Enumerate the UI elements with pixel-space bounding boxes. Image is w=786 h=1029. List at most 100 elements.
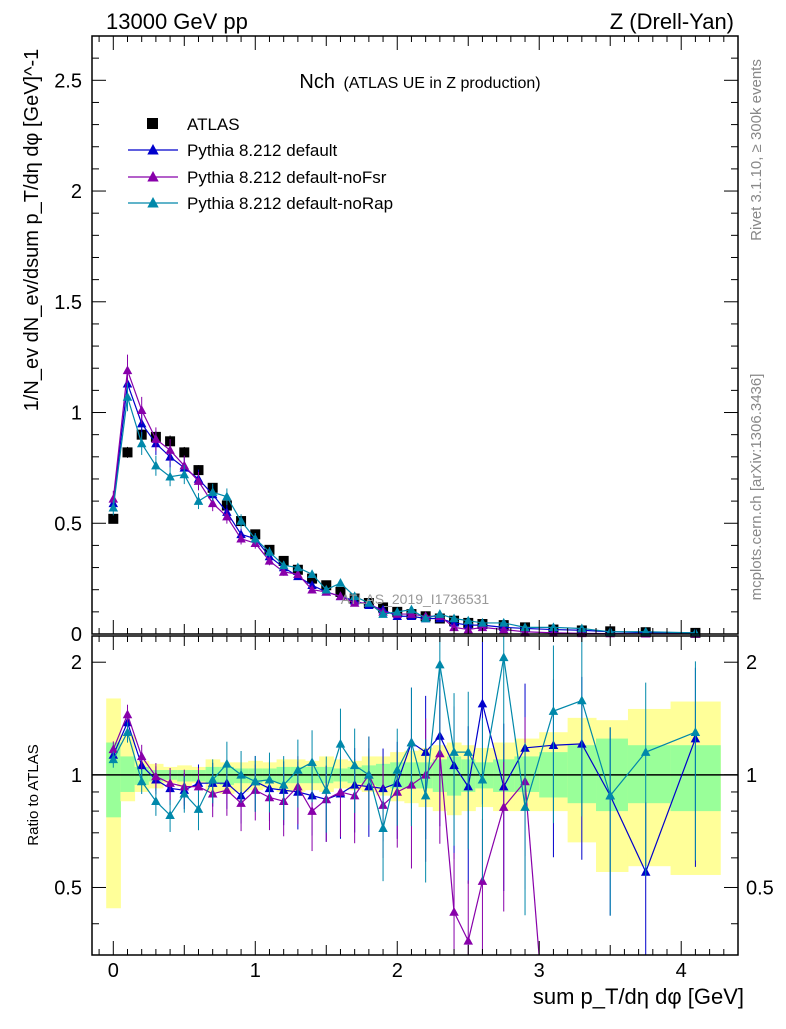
legend-label: Pythia 8.212 default-noFsr (187, 168, 387, 187)
legend: ATLAS Pythia 8.212 default Pythia 8.212 de… (128, 115, 393, 213)
ratio-point-noRap (321, 785, 332, 794)
point-noRap (577, 623, 587, 633)
ratio-point-noRap (236, 769, 246, 779)
point-noFsr (136, 405, 147, 415)
series-line-noRap (112, 396, 696, 634)
ratio-point-noRap (449, 747, 459, 756)
ratio-point-noRap (136, 776, 147, 786)
ratio-point-noRap (435, 659, 445, 669)
data-point-atlas (307, 573, 318, 584)
ratio-point-noFsr (449, 906, 459, 916)
ratio-point-noFsr (335, 786, 346, 796)
legend-label: ATLAS (187, 115, 240, 134)
ratio-point-noRap (406, 737, 417, 747)
ratio-point-noRap (640, 747, 651, 756)
ratio-point-noRap (179, 788, 190, 798)
ratio-point-noRap (151, 796, 161, 806)
main-y-tick-label: 1 (71, 403, 82, 425)
ratio-point-noRap (548, 706, 559, 715)
ratio-y-axis-label: Ratio to ATLAS (25, 744, 42, 845)
point-noFsr (293, 569, 303, 578)
ratio-point-noRap (293, 765, 303, 774)
point-noRap (250, 533, 261, 543)
ratio-point-noRap (193, 804, 204, 813)
point-noRap (392, 606, 403, 616)
ratio-point-noRap (349, 760, 360, 770)
ratio-point-noRap (477, 774, 488, 784)
ratio-point-default (477, 698, 488, 708)
point-noFsr (449, 622, 459, 632)
ratio-point-noRap (207, 774, 218, 784)
axes: 0 1 2 3 4 0 0.5 1 1.5 2 2.5 0.5 0.5 1 1 2 2 (54, 35, 774, 982)
ratio-point-noRap (264, 774, 275, 784)
point-noRap (264, 547, 275, 556)
ratio-y-tick-label: 2 (71, 652, 82, 674)
point-noRap (364, 597, 374, 607)
rivet-label: Rivet 3.1.10, ≥ 300k events (748, 59, 765, 241)
main-plot-frame (91, 35, 739, 635)
point-noFsr (278, 566, 289, 576)
data-point-atlas (108, 513, 119, 524)
ratio-point-noRap (307, 757, 317, 767)
point-noRap (477, 617, 488, 627)
ratio-point-noRap (392, 765, 403, 774)
point-noRap (236, 516, 246, 525)
plot-title-sub: (ATLAS UE in Z production) (343, 75, 540, 92)
point-noRap (222, 491, 232, 501)
point-noRap (307, 569, 317, 578)
point-noRap (463, 615, 473, 625)
x-axis-label: sum p_T/dη dφ [GeV] (533, 984, 744, 1009)
ratio-y-tick-label: 1 (71, 765, 82, 787)
point-noRap (278, 560, 289, 570)
main-plot-marks (108, 354, 701, 638)
data-point-atlas (122, 447, 133, 458)
plot-title: Nch (ATLAS UE in Z production) (299, 71, 540, 93)
point-noRap (335, 578, 346, 587)
ratio-point-noRap (498, 652, 509, 662)
ratio-point-noRap (250, 776, 261, 786)
ratio-point-noRap (222, 758, 232, 768)
point-noFsr (307, 584, 317, 594)
ratio-point-noRap (577, 695, 587, 705)
ratio-point-noRap (690, 727, 701, 736)
ratio-point-noFsr (151, 771, 161, 781)
ratio-point-noFsr (165, 778, 175, 787)
point-noRap (406, 604, 417, 614)
ratio-point-noRap (108, 754, 119, 764)
point-noRap (207, 487, 218, 497)
point-noFsr (122, 365, 133, 375)
ratio-plot-marks (92, 636, 738, 956)
ratio-y-tick-label: 0.5 (54, 877, 82, 899)
plot-title-main: Nch (299, 71, 335, 93)
point-noFsr (498, 624, 509, 634)
point-noRap (136, 438, 147, 448)
point-noRap (122, 392, 133, 401)
ratio-point-noFsr (498, 802, 509, 811)
legend-label: Pythia 8.212 default (187, 141, 338, 160)
point-noFsr (236, 533, 246, 543)
main-y-tick-label: 1.5 (54, 292, 82, 314)
point-noFsr (165, 445, 175, 454)
main-y-tick-label: 2 (71, 181, 82, 203)
ratio-point-noRap (165, 810, 175, 819)
ratio-point-noFsr (122, 709, 133, 719)
main-y-tick-label: 0.5 (54, 513, 82, 535)
ratio-y-tick-label-right: 1 (746, 765, 757, 787)
ratio-point-noRap (605, 790, 615, 800)
ratio-point-noRap (520, 802, 530, 811)
main-y-tick-label: 2.5 (54, 70, 82, 92)
ratio-plot-frame (91, 635, 739, 956)
legend-marker-noRap (147, 197, 159, 208)
x-tick-label: 1 (250, 960, 261, 982)
point-noRap (179, 469, 190, 479)
point-noRap (548, 622, 559, 632)
mcplots-label: mcplots.cern.ch [arXiv:1306.3436] (748, 374, 765, 601)
point-noFsr (193, 476, 204, 485)
legend-marker-noFsr (147, 171, 159, 182)
point-noFsr (349, 597, 360, 607)
ratio-point-noFsr (463, 935, 473, 945)
legend-marker-atlas (147, 118, 158, 129)
main-y-tick-label: 0 (71, 624, 82, 646)
point-noRap (293, 562, 303, 572)
point-noRap (165, 471, 175, 481)
